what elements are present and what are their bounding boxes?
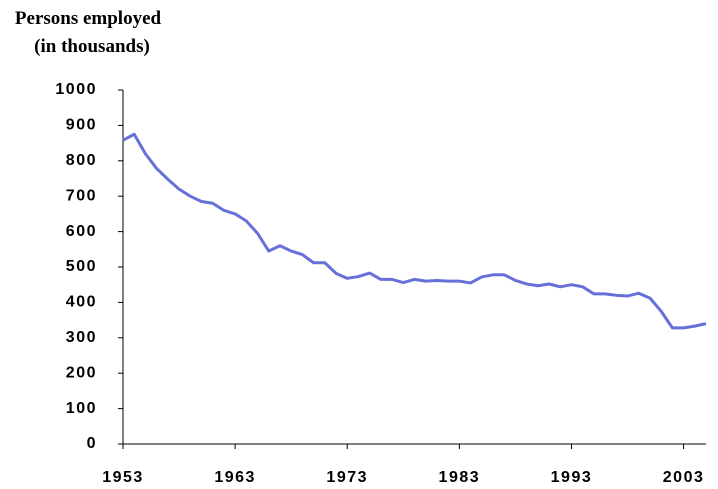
x-tick-label: 1953 (102, 469, 144, 486)
x-tick-label: 1973 (326, 469, 368, 486)
y-tick-label: 400 (66, 294, 97, 311)
x-tick-label: 1963 (214, 469, 256, 486)
y-tick-label: 900 (66, 117, 97, 134)
y-tick-label: 100 (66, 400, 97, 417)
chart-title: (in thousands) (34, 36, 150, 57)
y-tick-label: 200 (66, 364, 97, 381)
y-tick-label: 800 (66, 152, 97, 169)
y-tick-label: 600 (66, 223, 97, 240)
y-tick-label: 300 (66, 329, 97, 346)
x-tick-label: 1983 (439, 469, 481, 486)
chart-title: Persons employed (15, 8, 162, 29)
line-series (122, 132, 707, 330)
y-tick-label: 0 (87, 435, 97, 452)
y-tick-label: 700 (66, 187, 97, 204)
y-tick-label: 1000 (55, 81, 97, 98)
y-tick-label: 500 (66, 258, 97, 275)
x-tick-label: 1993 (551, 469, 593, 486)
x-tick-label: 2003 (663, 469, 705, 486)
